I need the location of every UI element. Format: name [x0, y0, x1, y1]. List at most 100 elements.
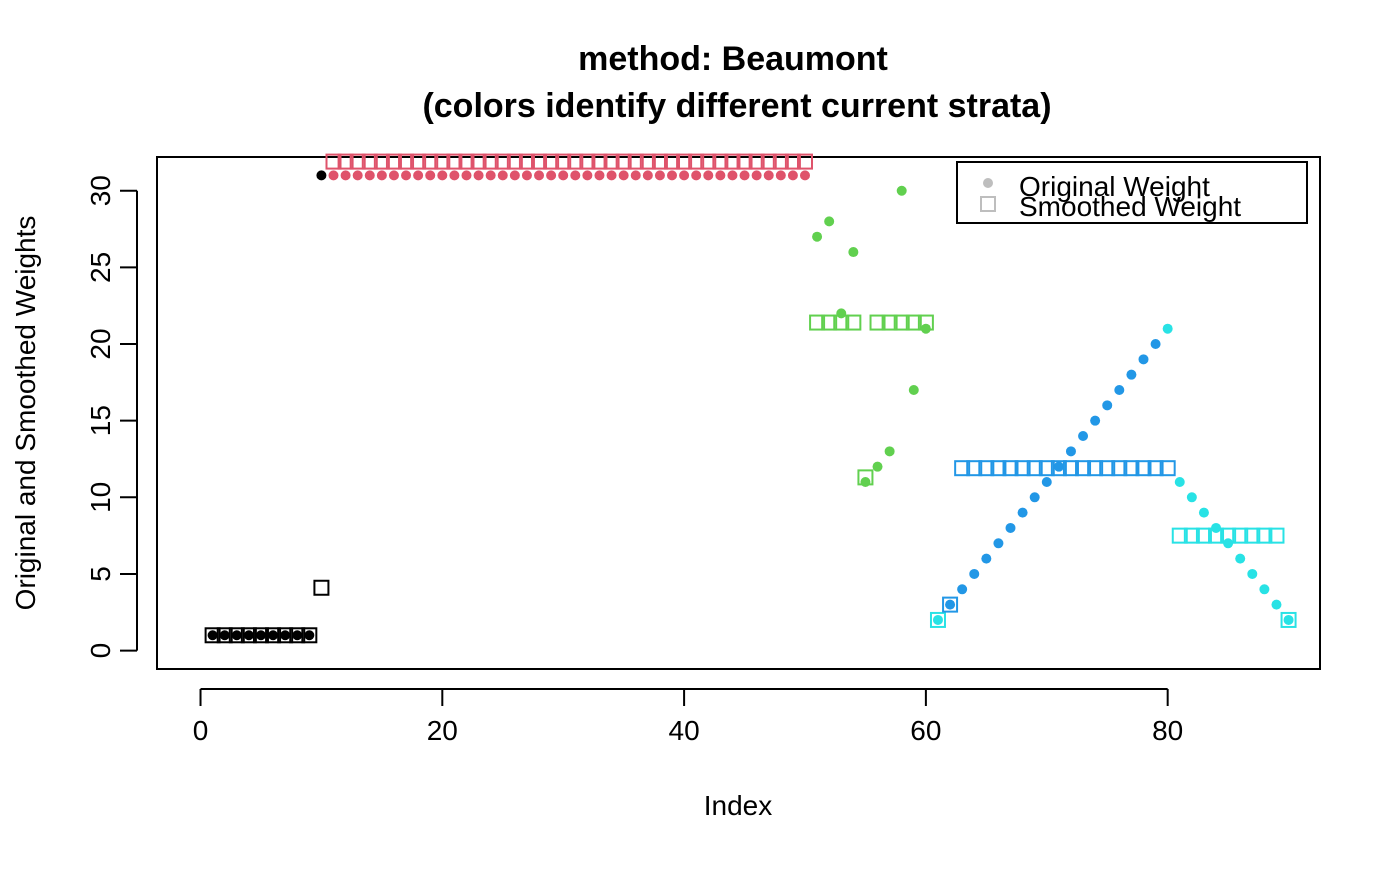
- original-weight-point: [739, 170, 750, 181]
- smoothed-weight-square: [833, 314, 850, 331]
- x-axis: 0 20 40 60 80: [193, 688, 1183, 746]
- original-weight-point: [763, 170, 774, 181]
- smoothed-weight-square: [978, 460, 995, 477]
- smoothed-weight-square: [1002, 460, 1019, 477]
- original-weight-point: [799, 170, 810, 181]
- smoothed-weight-square: [579, 153, 596, 170]
- y-tick-label: 30: [85, 175, 116, 206]
- smoothed-weight-square: [784, 153, 801, 170]
- smoothed-weight-square: [216, 627, 233, 644]
- original-weight-point: [1150, 339, 1161, 350]
- original-weight-point: [594, 170, 605, 181]
- original-weight-point: [679, 170, 690, 181]
- original-weight-point: [546, 170, 557, 181]
- smoothed-weight-square: [458, 153, 475, 170]
- original-weight-point: [1102, 400, 1113, 411]
- smoothed-weight-square: [639, 153, 656, 170]
- smoothed-weight-square: [482, 153, 499, 170]
- plot-frame: [156, 156, 1321, 670]
- smoothed-weight-square: [857, 469, 874, 486]
- original-weight-point: [654, 170, 665, 181]
- smoothed-weight-square: [772, 153, 789, 170]
- original-weight-point: [1114, 385, 1125, 396]
- smoothed-weight-square: [1268, 527, 1285, 544]
- original-weight-point: [304, 630, 315, 641]
- original-weight-point: [1126, 369, 1137, 380]
- original-weight-point: [787, 170, 798, 181]
- original-weight-point: [534, 170, 545, 181]
- original-weight-point: [1065, 446, 1076, 457]
- y-tick-label: 15: [85, 405, 116, 436]
- original-weight-point: [425, 170, 436, 181]
- original-weight-point: [751, 170, 762, 181]
- original-weight-point: [703, 170, 714, 181]
- original-weight-point: [642, 170, 653, 181]
- original-weight-point: [328, 170, 339, 181]
- original-weight-point: [727, 170, 738, 181]
- smoothed-weight-square: [760, 153, 777, 170]
- smoothed-weight-square: [821, 314, 838, 331]
- smoothed-weight-square: [531, 153, 548, 170]
- original-weight-point: [376, 170, 387, 181]
- original-weight-point: [630, 170, 641, 181]
- smoothed-weight-square: [337, 153, 354, 170]
- smoothed-weight-square: [422, 153, 439, 170]
- original-weight-point: [896, 185, 907, 196]
- smoothed-weight-square: [736, 153, 753, 170]
- original-weight-point: [981, 553, 992, 564]
- smoothed-weight-square: [1075, 460, 1092, 477]
- original-weight-point: [945, 599, 956, 610]
- smoothed-weight-square: [845, 314, 862, 331]
- original-weight-point: [207, 630, 218, 641]
- smoothed-weight-square: [385, 153, 402, 170]
- original-weight-point: [497, 170, 508, 181]
- original-weight-point: [268, 630, 279, 641]
- original-weight-point: [461, 170, 472, 181]
- chart-title: method: Beaumont: [578, 40, 888, 78]
- y-axis-label: Original and Smoothed Weights: [10, 216, 41, 611]
- smoothed-weight-square: [700, 153, 717, 170]
- smoothed-weight-square: [748, 153, 765, 170]
- original-weight-point: [1090, 415, 1101, 426]
- smoothed-weight-square: [809, 314, 826, 331]
- smoothed-weight-square: [942, 596, 959, 613]
- smoothed-weight-square: [289, 627, 306, 644]
- original-weight-point: [1029, 492, 1040, 503]
- original-weight-point: [1247, 568, 1258, 579]
- smoothed-weight-square: [929, 611, 946, 628]
- smoothed-weight-square: [228, 627, 245, 644]
- y-axis: 0 5 10 15 20 25 30: [85, 175, 138, 658]
- smoothed-weight-square: [1220, 527, 1237, 544]
- original-weight-point: [957, 584, 968, 595]
- original-weight-point: [316, 170, 327, 181]
- smoothed-weight-square: [1208, 527, 1225, 544]
- legend-label-smoothed: Smoothed Weight: [1019, 191, 1241, 222]
- original-weight-point: [872, 461, 883, 472]
- smoothed-weight-square: [966, 460, 983, 477]
- original-weight-point: [292, 630, 303, 641]
- smoothed-weight-square: [204, 627, 221, 644]
- original-weight-point: [509, 170, 520, 181]
- original-weight-point: [485, 170, 496, 181]
- original-weight-point: [618, 170, 629, 181]
- original-weight-point: [413, 170, 424, 181]
- smoothed-weight-square: [1159, 460, 1176, 477]
- original-weight-point: [255, 630, 266, 641]
- y-tick-label: 20: [85, 328, 116, 359]
- x-axis-label: Index: [704, 790, 773, 821]
- smoothed-weight-square: [398, 153, 415, 170]
- smoothed-weight-square: [373, 153, 390, 170]
- legend-label-original: Original Weight: [1019, 171, 1210, 202]
- original-weight-point: [860, 476, 871, 487]
- smoothed-weight-square: [905, 314, 922, 331]
- smoothed-weight-square: [506, 153, 523, 170]
- original-weight-point: [219, 630, 230, 641]
- smoothed-weight-square: [1062, 460, 1079, 477]
- smoothed-weight-square: [277, 627, 294, 644]
- original-weight-point: [667, 170, 678, 181]
- legend-dot-marker: [983, 178, 993, 188]
- smoothed-weight-square: [1123, 460, 1140, 477]
- x-tick-label: 80: [1152, 715, 1183, 746]
- original-weight-point: [401, 170, 412, 181]
